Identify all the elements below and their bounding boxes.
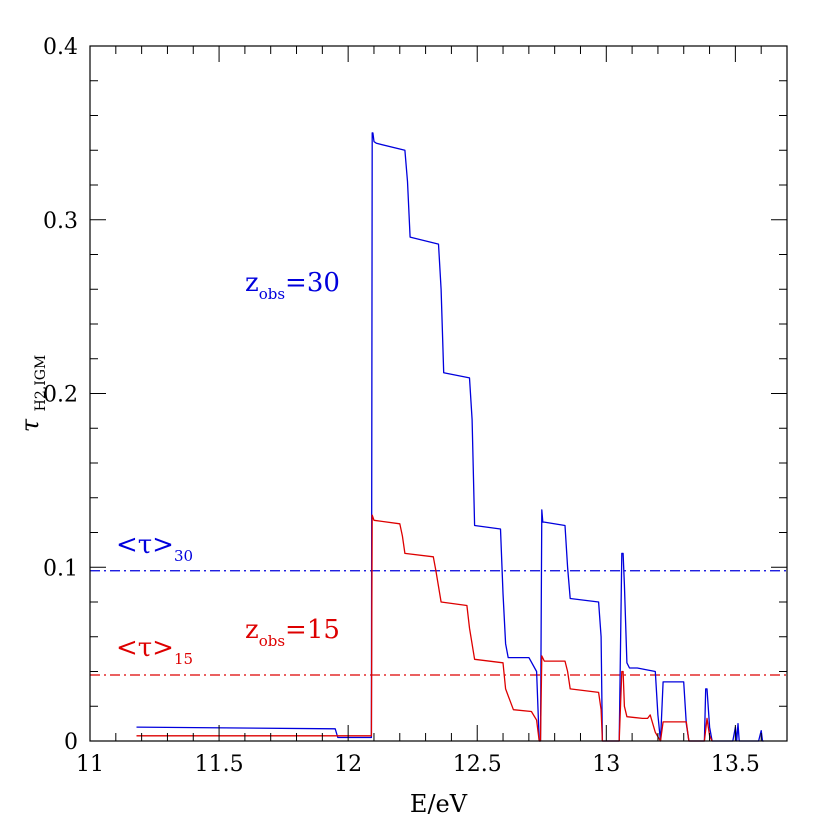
series-layer [136, 132, 764, 742]
y-axis-label-sub: H2,IGM [33, 355, 49, 412]
x-tick-label: 13.5 [711, 752, 760, 777]
y-axis-label-main: τ [16, 418, 44, 432]
annotation-tau30: <τ>30 [116, 530, 193, 565]
annotation-tau15: <τ>15 [116, 633, 193, 668]
annotations: zobs=30 <τ>30 zobs=15 <τ>15 [116, 268, 340, 668]
y-tick-label: 0.1 [43, 556, 78, 581]
annotation-z15: zobs=15 [245, 615, 340, 650]
x-tick-label: 13 [592, 752, 620, 777]
y-tick-label: 0.4 [43, 35, 78, 60]
axis-ticks [89, 45, 788, 742]
series-line [136, 132, 764, 742]
y-tick-label: 0.2 [43, 383, 78, 408]
reference-lines [90, 570, 787, 676]
x-tick-label: 11 [76, 752, 104, 777]
x-axis-label: E/eV [410, 790, 468, 818]
y-axis-label: τ H2,IGM [16, 355, 49, 433]
x-tick-label: 11.5 [195, 752, 244, 777]
annotation-z30: zobs=30 [245, 268, 340, 303]
plot-frame [89, 45, 788, 742]
tick-labels: 11 11.5 12 12.5 13 13.5 0 0.1 0.2 0.3 0.4 [43, 35, 760, 777]
y-tick-label: 0.3 [43, 209, 78, 234]
x-tick-label: 12 [334, 752, 362, 777]
x-tick-label: 12.5 [453, 752, 502, 777]
y-tick-label: 0 [64, 730, 78, 755]
